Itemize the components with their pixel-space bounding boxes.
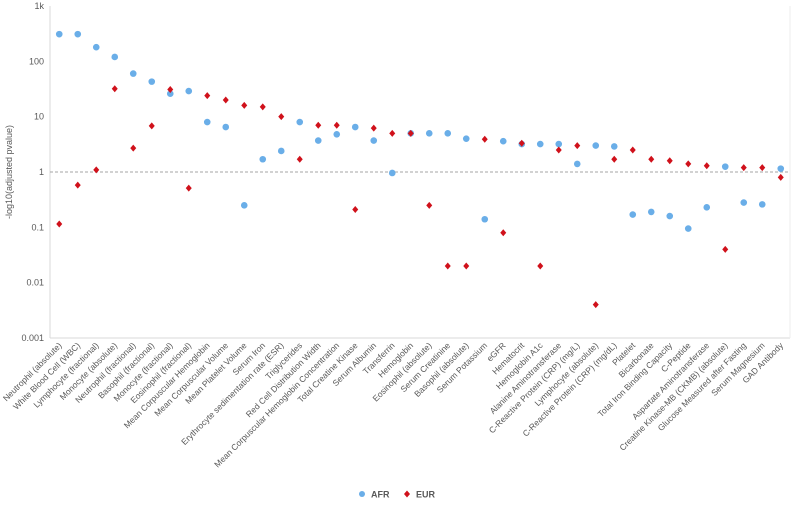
point-afr bbox=[166, 90, 174, 98]
point-afr bbox=[333, 131, 341, 138]
y-axis-label: -log10(adjusted pvalue) bbox=[4, 125, 14, 219]
x-ticks: Neutrophil (absolute)White Blood Cell (W… bbox=[1, 340, 786, 470]
point-afr bbox=[55, 30, 63, 38]
point-afr bbox=[370, 137, 378, 144]
y-tick-label: 0.001 bbox=[21, 333, 44, 343]
point-eur bbox=[611, 155, 618, 163]
point-eur bbox=[74, 181, 81, 189]
point-eur bbox=[722, 245, 729, 253]
point-afr bbox=[499, 137, 507, 145]
point-eur bbox=[518, 139, 525, 147]
y-tick-label: 1k bbox=[34, 1, 44, 11]
point-eur bbox=[315, 121, 322, 129]
y-tick-label: 1 bbox=[39, 167, 44, 177]
point-eur bbox=[389, 129, 396, 137]
point-afr bbox=[647, 208, 655, 216]
point-eur bbox=[740, 164, 747, 172]
point-eur bbox=[148, 122, 155, 130]
y-ticks: 1k 100 10 1 0.1 0.01 0.001 bbox=[21, 1, 44, 343]
point-eur bbox=[93, 166, 100, 174]
y-tick-label: 0.1 bbox=[31, 222, 44, 232]
point-eur bbox=[296, 155, 303, 163]
point-afr bbox=[721, 163, 729, 170]
point-afr bbox=[462, 135, 470, 142]
y-tick-label: 0.01 bbox=[26, 278, 44, 288]
point-eur bbox=[629, 146, 636, 154]
point-afr bbox=[259, 155, 267, 163]
legend-label-eur: EUR bbox=[416, 490, 436, 500]
point-eur bbox=[777, 173, 784, 181]
point-afr bbox=[629, 211, 637, 218]
point-eur bbox=[333, 121, 340, 129]
legend-marker-afr bbox=[359, 491, 365, 497]
point-eur bbox=[407, 129, 414, 137]
point-afr bbox=[555, 140, 563, 148]
legend: AFR EUR bbox=[359, 490, 436, 500]
point-eur bbox=[463, 262, 470, 270]
point-eur bbox=[574, 142, 581, 150]
point-eur bbox=[537, 262, 544, 270]
point-eur bbox=[241, 101, 248, 109]
point-afr bbox=[388, 169, 396, 177]
point-afr bbox=[185, 87, 193, 95]
point-eur bbox=[444, 262, 451, 270]
point-afr bbox=[444, 130, 452, 137]
point-eur bbox=[426, 201, 433, 209]
point-afr bbox=[74, 30, 82, 38]
axes bbox=[49, 6, 791, 339]
point-eur bbox=[370, 124, 377, 132]
point-afr bbox=[610, 143, 618, 150]
point-eur bbox=[111, 85, 118, 93]
point-eur bbox=[352, 206, 359, 214]
point-eur bbox=[185, 184, 192, 192]
point-eur bbox=[259, 103, 266, 111]
point-afr bbox=[351, 123, 359, 131]
point-afr bbox=[592, 142, 600, 149]
point-afr bbox=[684, 225, 692, 232]
point-afr bbox=[129, 70, 137, 77]
point-afr bbox=[740, 199, 748, 206]
point-eur bbox=[666, 157, 673, 165]
point-afr bbox=[777, 165, 785, 172]
point-afr bbox=[203, 118, 211, 126]
point-afr bbox=[703, 204, 711, 211]
point-afr bbox=[111, 53, 119, 61]
point-afr bbox=[148, 78, 156, 85]
point-eur bbox=[167, 85, 174, 93]
point-afr bbox=[222, 123, 230, 131]
y-tick-label: 10 bbox=[34, 112, 44, 122]
point-afr bbox=[296, 118, 304, 126]
point-afr bbox=[314, 137, 322, 144]
point-afr bbox=[425, 130, 433, 137]
point-eur bbox=[500, 229, 507, 237]
point-eur bbox=[759, 164, 766, 172]
point-afr bbox=[240, 202, 248, 209]
point-eur bbox=[481, 135, 488, 143]
point-eur bbox=[648, 155, 655, 163]
point-eur bbox=[703, 162, 710, 170]
point-eur bbox=[685, 160, 692, 168]
point-eur bbox=[130, 144, 137, 152]
point-afr bbox=[666, 212, 674, 220]
point-afr bbox=[573, 160, 581, 168]
point-eur bbox=[222, 96, 229, 104]
point-eur bbox=[56, 220, 63, 228]
point-afr bbox=[481, 215, 489, 223]
point-afr bbox=[536, 140, 544, 148]
point-afr bbox=[758, 201, 766, 208]
data-points bbox=[55, 30, 785, 309]
point-afr bbox=[92, 43, 100, 51]
point-afr bbox=[277, 147, 285, 155]
point-eur bbox=[592, 301, 599, 309]
point-eur bbox=[555, 146, 562, 154]
y-tick-label: 100 bbox=[29, 56, 44, 66]
legend-marker-eur bbox=[404, 490, 410, 498]
legend-label-afr: AFR bbox=[371, 490, 390, 500]
point-eur bbox=[278, 113, 285, 121]
point-eur bbox=[204, 92, 211, 100]
